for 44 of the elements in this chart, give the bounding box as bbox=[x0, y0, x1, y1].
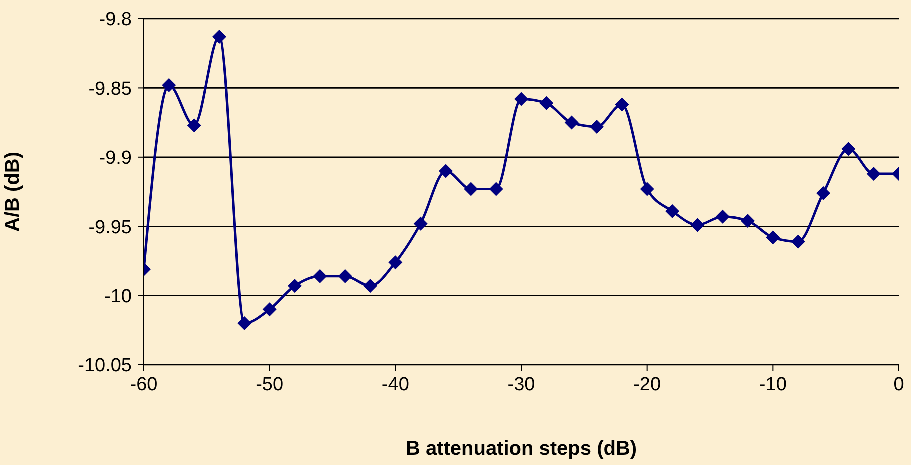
x-tick-label: 0 bbox=[894, 374, 904, 396]
point bbox=[439, 164, 453, 178]
point bbox=[791, 234, 806, 249]
point bbox=[842, 142, 856, 156]
x-axis-title: B attenuation steps (dB) bbox=[406, 438, 638, 460]
point bbox=[364, 279, 378, 294]
point bbox=[212, 30, 226, 44]
point bbox=[564, 116, 579, 130]
x-tick-label: -40 bbox=[382, 374, 410, 396]
y-tick-label: -10 bbox=[104, 286, 132, 308]
point bbox=[514, 92, 528, 106]
point bbox=[615, 98, 630, 112]
point bbox=[414, 216, 428, 231]
point bbox=[540, 96, 554, 110]
point bbox=[464, 182, 478, 196]
point bbox=[640, 182, 654, 196]
point bbox=[313, 269, 328, 284]
y-axis-title: A/B (dB) bbox=[2, 152, 24, 232]
point bbox=[489, 182, 504, 196]
x-tick-label: -10 bbox=[759, 374, 787, 396]
point bbox=[262, 302, 277, 317]
point bbox=[666, 204, 680, 218]
y-tick-label: -9.85 bbox=[88, 78, 132, 100]
x-tick-label: -50 bbox=[256, 374, 284, 396]
point bbox=[816, 186, 830, 200]
y-tick-label: -10.05 bbox=[78, 356, 132, 377]
x-tick-label: -20 bbox=[634, 374, 662, 396]
point bbox=[338, 269, 352, 284]
x-tick-label: -60 bbox=[130, 374, 158, 396]
point bbox=[238, 316, 252, 330]
point bbox=[741, 214, 755, 228]
point bbox=[866, 167, 881, 182]
point bbox=[288, 279, 302, 294]
y-tick-label: -9.95 bbox=[88, 217, 132, 238]
point bbox=[388, 256, 403, 270]
y-tick-label: -9.8 bbox=[99, 10, 132, 31]
point bbox=[766, 230, 780, 245]
point bbox=[590, 120, 604, 134]
point bbox=[716, 210, 730, 224]
point bbox=[690, 218, 705, 232]
point bbox=[162, 78, 176, 92]
y-tick-label: -9.9 bbox=[99, 148, 132, 170]
point bbox=[187, 118, 202, 133]
x-tick-label: -30 bbox=[508, 374, 536, 396]
